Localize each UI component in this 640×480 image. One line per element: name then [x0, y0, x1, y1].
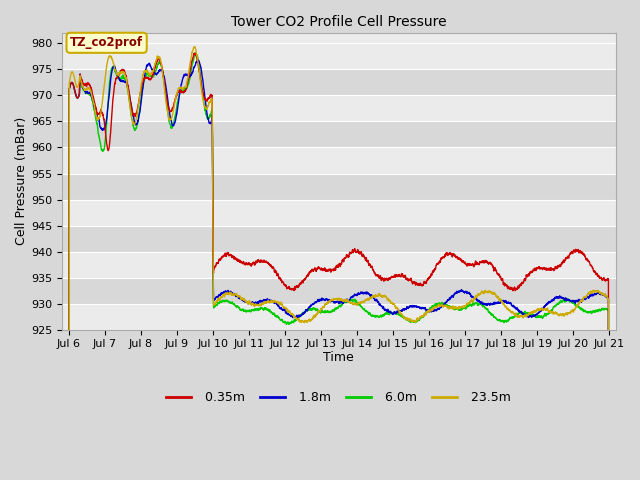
Bar [61, 70, 616, 96]
Bar [61, 174, 616, 200]
Bar [61, 43, 616, 70]
Text: TZ_co2prof: TZ_co2prof [70, 36, 143, 49]
Bar [61, 121, 616, 147]
Legend:  0.35m,  1.8m,  6.0m,  23.5m: 0.35m, 1.8m, 6.0m, 23.5m [161, 386, 516, 409]
Y-axis label: Cell Pressure (mBar): Cell Pressure (mBar) [15, 117, 28, 245]
Bar [61, 304, 616, 330]
Title: Tower CO2 Profile Cell Pressure: Tower CO2 Profile Cell Pressure [231, 15, 447, 29]
Bar [61, 200, 616, 226]
Bar [61, 226, 616, 252]
Bar [61, 277, 616, 304]
Bar [61, 252, 616, 277]
X-axis label: Time: Time [323, 351, 354, 364]
Bar [61, 96, 616, 121]
Bar [61, 147, 616, 174]
